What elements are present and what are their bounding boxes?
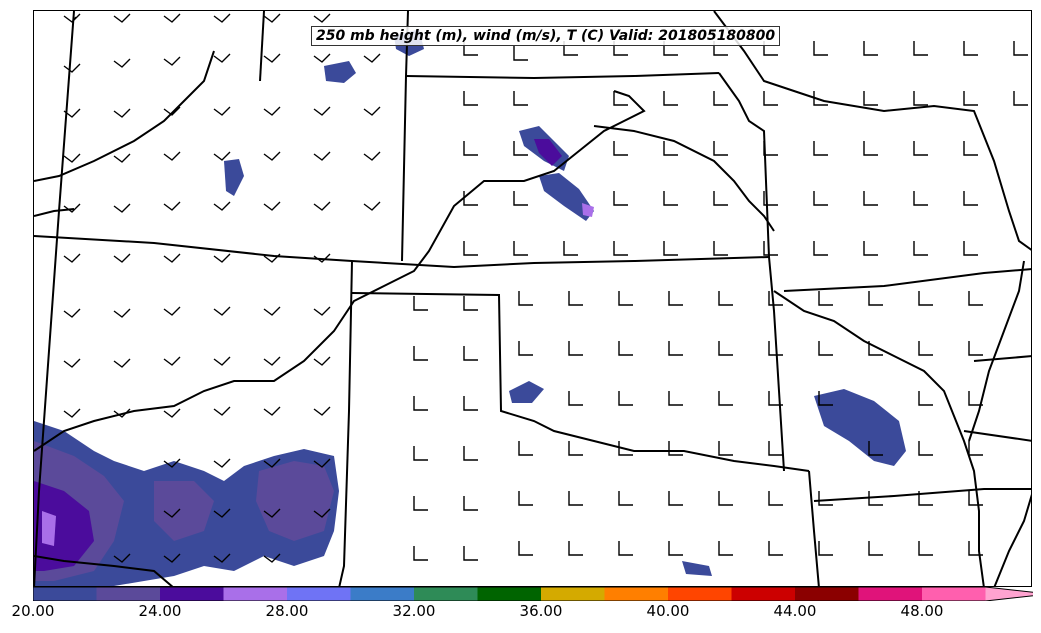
colorbar-segment — [668, 587, 732, 601]
colorbar-segment — [604, 587, 669, 601]
rivers — [34, 50, 1031, 586]
colorbar-segment — [985, 587, 1033, 601]
temperature-shading — [34, 29, 906, 586]
colorbar-outline — [33, 587, 1033, 601]
colorbar-segment — [96, 587, 161, 601]
map-canvas — [34, 11, 1031, 586]
colorbar-tick-label: 28.00 — [265, 602, 309, 620]
wind-barbs — [63, 13, 1028, 563]
colorbar-segment — [922, 587, 986, 601]
colorbar-segment — [541, 587, 605, 601]
colorbar-segment — [287, 587, 351, 601]
colorbar-segment — [223, 587, 288, 601]
colorbar-segment — [33, 587, 97, 601]
colorbar-tick-label: 44.00 — [773, 602, 817, 620]
map-panel: 250 mb height (m), wind (m/s), T (C) Val… — [33, 10, 1032, 587]
map-title: 250 mb height (m), wind (m/s), T (C) Val… — [311, 26, 781, 46]
colorbar-segment — [160, 587, 224, 601]
colorbar-segment — [858, 587, 923, 601]
colorbar-segment — [477, 587, 542, 601]
colorbar-segment — [731, 587, 796, 601]
colorbar-segment — [795, 587, 859, 601]
state-borders — [34, 11, 1031, 586]
colorbar-tick-label: 24.00 — [138, 602, 182, 620]
colorbar-segment — [414, 587, 478, 601]
colorbar — [33, 587, 1033, 601]
colorbar-tick-label: 48.00 — [900, 602, 944, 620]
colorbar-tick-label: 20.00 — [11, 602, 55, 620]
colorbar-tick-label: 40.00 — [646, 602, 690, 620]
colorbar-segment — [350, 587, 415, 601]
colorbar-tick-label: 32.00 — [392, 602, 436, 620]
colorbar-tick-label: 36.00 — [519, 602, 563, 620]
